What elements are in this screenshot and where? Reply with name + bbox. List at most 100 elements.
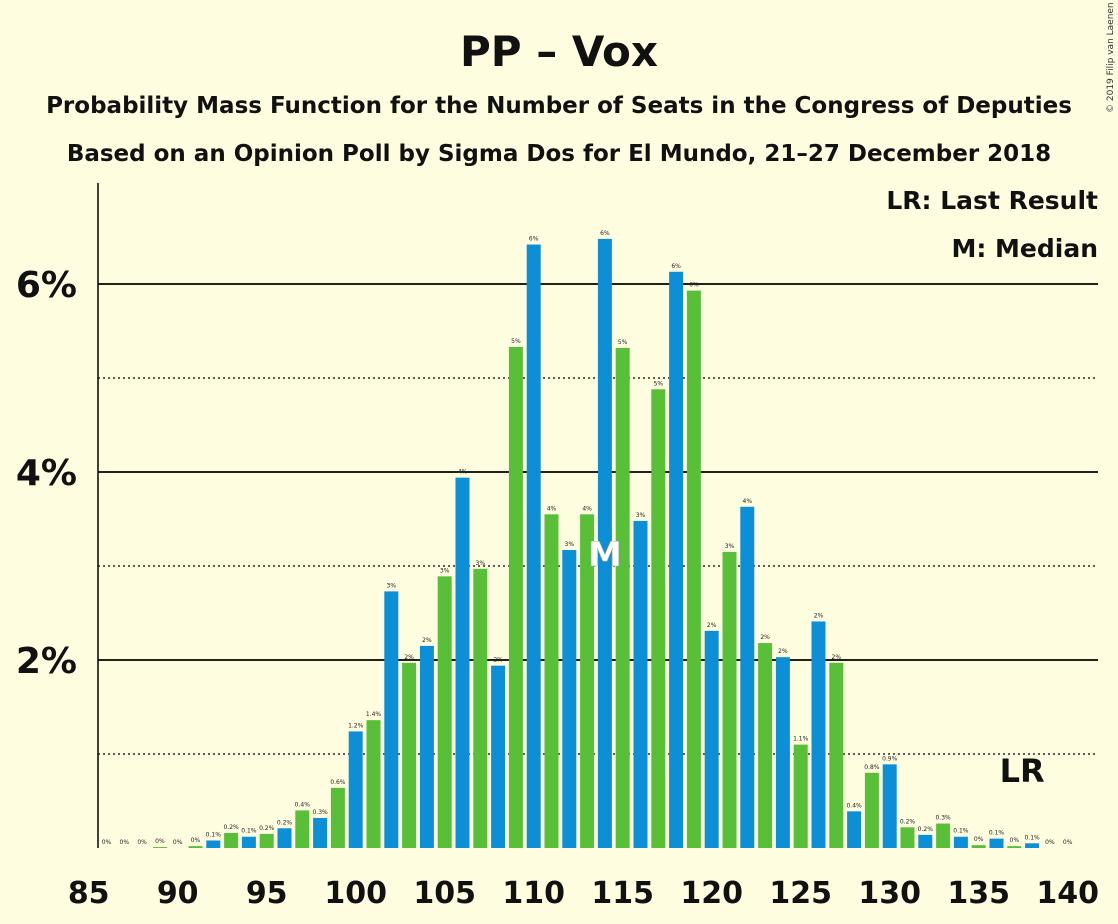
x-tick-110: 110 (502, 876, 565, 911)
bar-107 (473, 568, 488, 848)
bar-92 (206, 840, 221, 848)
bar-label-124: 2% (778, 648, 788, 655)
bar-119 (686, 290, 701, 849)
bar-100 (348, 731, 363, 848)
bar-label-105: 3% (440, 567, 450, 574)
bar-label-89: 0% (155, 838, 165, 845)
bar-label-130: 0.9% (882, 755, 898, 762)
bar-label-125: 1.1% (793, 736, 809, 743)
bar-labels-group: 0% 0% 0% 0% 0% 0%0.1%0.2%0.1% 0.2%0.2%0.4%0.3%… (102, 230, 1073, 846)
bar-134 (953, 836, 968, 848)
y-tick-6: 6% (16, 265, 77, 306)
bars-group (152, 238, 1040, 849)
bar-label-126: 2% (814, 612, 824, 619)
bar-95 (259, 833, 274, 848)
bar-label-108: 2% (493, 657, 503, 664)
bar-label-117: 5% (654, 380, 664, 387)
bar-124 (775, 657, 790, 848)
bar-89 (152, 847, 167, 848)
bar-label-111: 4% (547, 505, 557, 512)
bar-130 (882, 764, 897, 848)
bar-123 (758, 643, 773, 848)
bar-112 (562, 550, 577, 848)
bar-label-140: 0% (1063, 839, 1073, 846)
y-tick-2: 2% (16, 641, 77, 682)
bar-106 (455, 477, 470, 848)
bar-121 (722, 551, 737, 848)
bar-label-113: 4% (582, 505, 592, 512)
bar-label-99: 0.6% (330, 779, 346, 786)
bar-label-110: 6% (529, 236, 539, 243)
bar-103 (402, 662, 417, 848)
y-tick-4: 4% (16, 453, 77, 494)
x-tick-130: 130 (858, 876, 921, 911)
bar-94 (241, 836, 256, 848)
bar-118 (669, 271, 684, 848)
bar-label-96: 0.2% (277, 819, 293, 826)
bar-label-94: 0.1% (241, 828, 257, 835)
bar-label-119: 6% (689, 282, 699, 289)
bar-114 (597, 238, 612, 848)
bar-label-109: 5% (511, 338, 521, 345)
last-result-marker: LR (1000, 752, 1045, 790)
x-tick-100: 100 (324, 876, 387, 911)
bar-136 (989, 838, 1004, 848)
median-marker: M (588, 535, 622, 575)
bar-label-133: 0.3% (935, 815, 951, 822)
x-tick-140: 140 (1036, 876, 1099, 911)
bar-98 (313, 817, 328, 848)
bar-label-121: 3% (725, 543, 735, 550)
bar-131 (900, 827, 915, 848)
x-tick-95: 95 (246, 876, 288, 911)
bar-label-88: 0% (137, 839, 147, 846)
bar-label-128: 0.4% (846, 802, 862, 809)
bar-label-136: 0.1% (989, 830, 1005, 837)
bar-108 (491, 665, 506, 848)
x-tick-125: 125 (769, 876, 832, 911)
bar-label-122: 4% (743, 498, 753, 505)
x-tick-85: 85 (68, 876, 110, 911)
legend-median: M: Median (951, 234, 1098, 263)
bar-label-123: 2% (760, 634, 770, 641)
x-tick-135: 135 (947, 876, 1010, 911)
bar-132 (918, 834, 933, 848)
bar-117 (651, 389, 666, 848)
bar-label-92: 0.1% (206, 831, 222, 838)
bar-label-90: 0% (173, 839, 183, 846)
bar-127 (829, 662, 844, 848)
bar-138 (1025, 843, 1040, 848)
bar-113 (580, 514, 595, 848)
copyright-notice: © 2019 Filip van Laenen (1106, 2, 1116, 113)
bar-label-135: 0% (974, 836, 984, 843)
bar-129 (864, 772, 879, 848)
bar-115 (615, 347, 630, 848)
bar-122 (740, 506, 755, 848)
bar-label-95: 0.2% (259, 825, 275, 832)
bar-label-101: 1.4% (366, 711, 382, 718)
x-tick-105: 105 (413, 876, 476, 911)
bar-label-107: 3% (476, 560, 486, 567)
bar-label-106: 4% (458, 469, 468, 476)
bar-label-129: 0.8% (864, 764, 880, 771)
bar-128 (847, 811, 862, 848)
bar-137 (1007, 846, 1022, 848)
bar-126 (811, 621, 826, 848)
bar-label-97: 0.4% (295, 801, 311, 808)
bar-label-114: 6% (600, 230, 610, 237)
legend-last-result: LR: Last Result (886, 186, 1098, 215)
bar-label-86: 0% (102, 839, 112, 846)
bar-97 (295, 810, 310, 848)
bar-120 (704, 630, 719, 848)
bar-93 (224, 832, 239, 848)
bar-label-137: 0% (1010, 837, 1020, 844)
x-tick-115: 115 (591, 876, 654, 911)
bar-label-120: 2% (707, 622, 717, 629)
bar-label-116: 3% (636, 512, 646, 519)
bar-96 (277, 828, 292, 848)
bar-label-134: 0.1% (953, 828, 969, 835)
bar-label-103: 2% (404, 654, 414, 661)
bar-label-118: 6% (671, 263, 681, 270)
bar-label-139: 0% (1045, 839, 1055, 846)
bar-label-98: 0.3% (312, 809, 328, 816)
bar-label-127: 2% (832, 654, 842, 661)
